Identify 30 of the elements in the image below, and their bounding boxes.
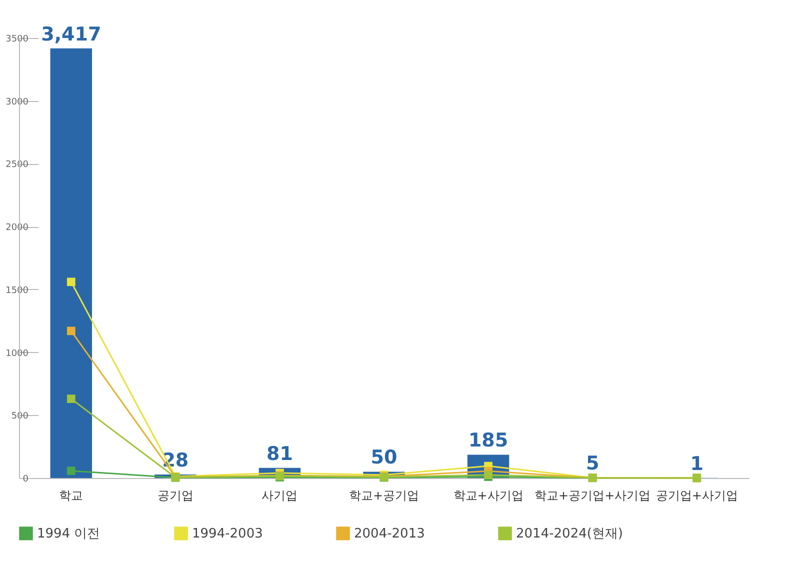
legend-label: 1994-2003 bbox=[192, 526, 263, 542]
point bbox=[66, 394, 76, 403]
y-tick-label: 1000 bbox=[6, 348, 29, 359]
data-label: 3,417 bbox=[41, 23, 102, 46]
x-tick-label: 사기업 bbox=[262, 488, 298, 502]
x-tick-label: 공기업 bbox=[157, 488, 194, 502]
y-tick-label: 3000 bbox=[6, 97, 29, 108]
data-label: 50 bbox=[370, 446, 398, 469]
legend-label: 1994 이전 bbox=[37, 526, 100, 542]
y-tick-label: 500 bbox=[11, 412, 29, 422]
x-tick-label: 학교+공기업+사기업 bbox=[534, 488, 651, 502]
data-label: 185 bbox=[468, 430, 508, 452]
data-label: 81 bbox=[266, 442, 293, 465]
legend-label: 2004-2013 bbox=[354, 526, 425, 542]
legend-label: 2014-2024(현재) bbox=[516, 526, 624, 542]
x-tick-label: 학교+사기업 bbox=[453, 488, 524, 502]
y-tick-label: 2500 bbox=[6, 160, 29, 170]
point bbox=[66, 326, 76, 336]
y-tick-label: 3500 bbox=[6, 34, 29, 44]
y-tick-label: 1500 bbox=[6, 286, 29, 296]
x-tick-label: 공기업+사기업 bbox=[656, 488, 738, 502]
point bbox=[66, 278, 76, 286]
y-tick-label: 0 bbox=[22, 474, 29, 484]
data-label: 1 bbox=[690, 452, 704, 475]
bar bbox=[50, 48, 92, 478]
y-tick-label: 2000 bbox=[6, 223, 29, 234]
x-tick-label: 학교+공기업 bbox=[348, 488, 420, 502]
point bbox=[66, 466, 76, 476]
data-label: 5 bbox=[586, 452, 600, 474]
x-tick-label: 학교 bbox=[59, 488, 84, 502]
